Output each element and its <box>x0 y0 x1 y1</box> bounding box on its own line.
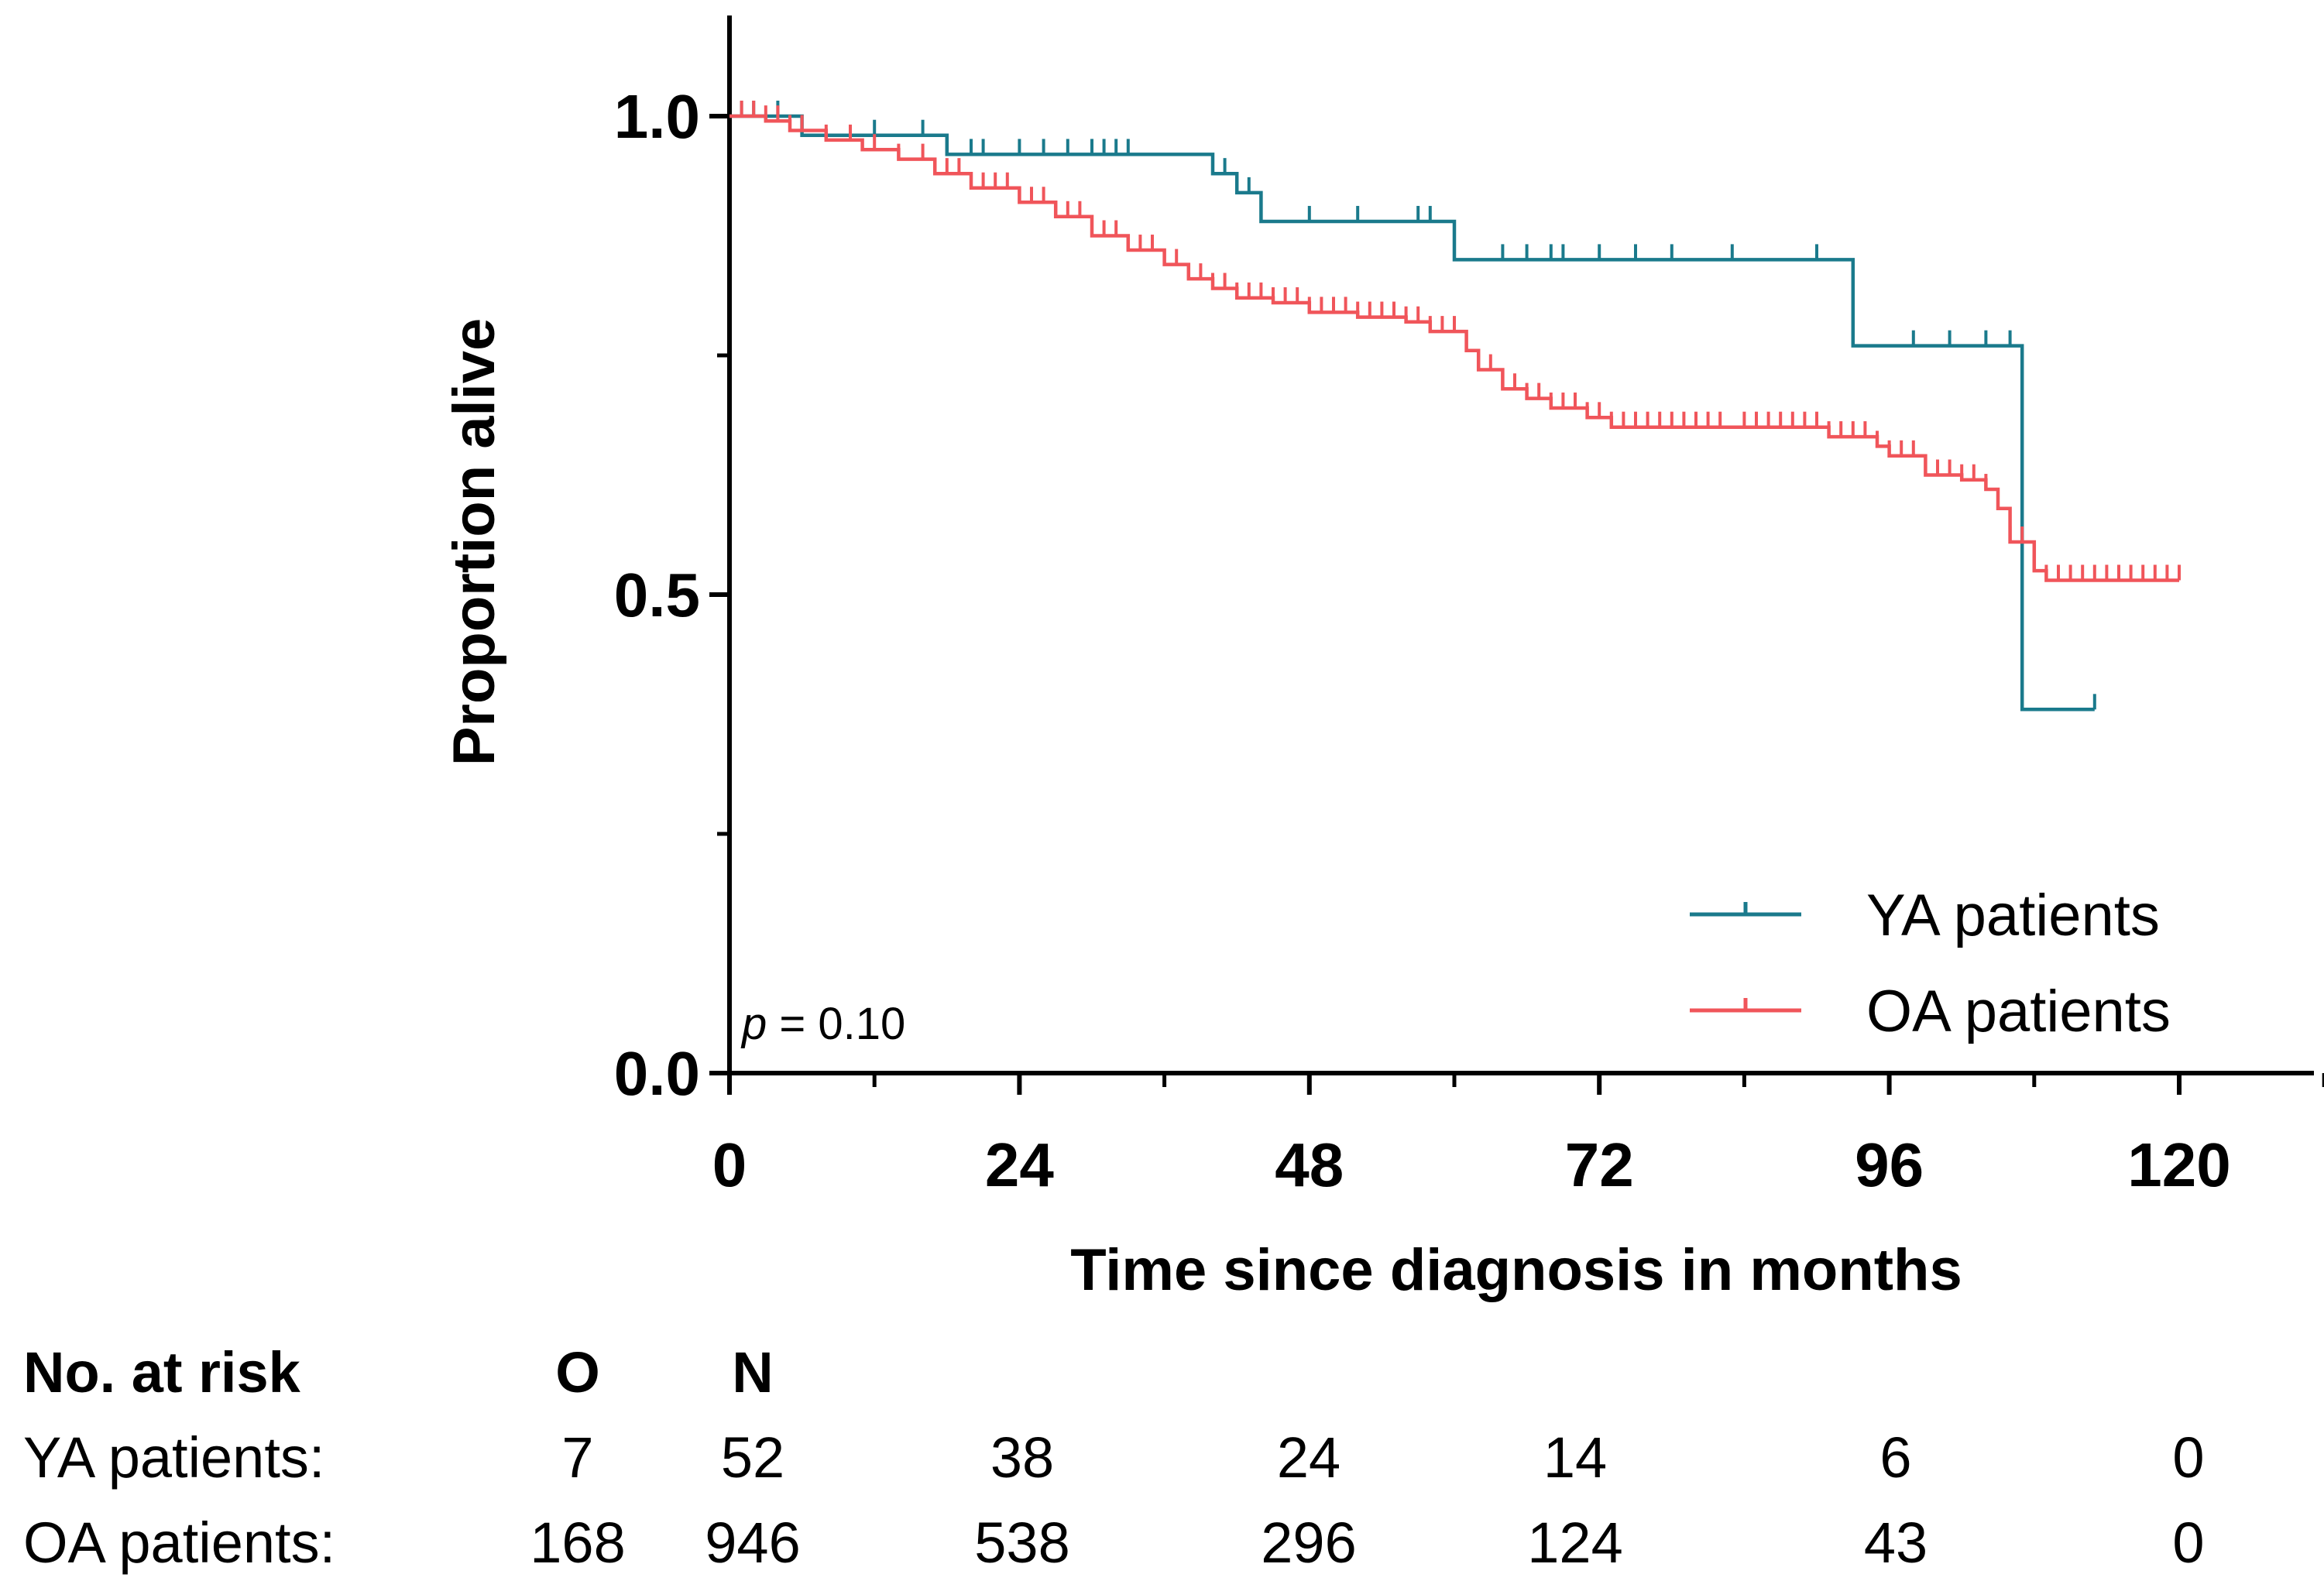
p-value-text: = 0.10 <box>767 999 905 1049</box>
x-tick-label: 48 <box>1275 1130 1344 1199</box>
risk-value: 14 <box>1543 1425 1607 1490</box>
risk-value: 296 <box>1261 1511 1356 1575</box>
risk-values: 7 52 38 24 14 6 0 168 946 538 296 124 43 0 <box>530 1425 2204 1575</box>
x-tick-label: 0 <box>712 1130 747 1199</box>
x-tick-label: 96 <box>1855 1130 1924 1199</box>
p-symbol: p <box>740 999 767 1049</box>
survival-curves <box>729 101 2181 712</box>
risk-row-label-ya: YA patients: <box>23 1425 324 1490</box>
p-value-annotation: p = 0.10 <box>740 999 905 1049</box>
curve-ya <box>729 114 2095 712</box>
curve-oa <box>729 114 2179 582</box>
legend: YA patients OA patients <box>1690 883 2171 1044</box>
risk-value: 24 <box>1277 1425 1341 1490</box>
risk-value: 6 <box>1879 1425 1911 1490</box>
x-tick-label: 24 <box>985 1130 1054 1199</box>
risk-table: No. at risk O N YA patients: OA patients… <box>23 1340 2205 1575</box>
risk-value: 7 <box>561 1425 593 1490</box>
y-tick-label: 1.0 <box>614 82 700 151</box>
y-tick-label: 0.0 <box>614 1039 700 1108</box>
risk-header-n: N <box>732 1340 773 1404</box>
risk-value: 538 <box>974 1511 1069 1575</box>
risk-value: 168 <box>530 1511 625 1575</box>
x-axis-ticks: 0 24 48 72 96 120 <box>712 1073 2324 1199</box>
y-tick-label: 0.5 <box>614 561 700 629</box>
risk-value: 0 <box>2172 1511 2204 1575</box>
y-axis-ticks: 0.0 0.5 1.0 <box>614 82 729 1108</box>
risk-row-label-oa: OA patients: <box>23 1511 335 1575</box>
risk-value: 52 <box>721 1425 784 1490</box>
legend-label-oa: OA patients <box>1866 979 2171 1044</box>
x-axis-title: Time since diagnosis in months <box>1070 1237 1962 1303</box>
axes <box>727 15 2314 1075</box>
legend-label-ya: YA patients <box>1866 883 2160 948</box>
risk-header-o: O <box>555 1340 600 1404</box>
risk-value: 0 <box>2172 1425 2204 1490</box>
x-tick-label: 72 <box>1565 1130 1634 1199</box>
risk-value: 38 <box>990 1425 1054 1490</box>
risk-header-label: No. at risk <box>23 1340 301 1404</box>
risk-value: 43 <box>1864 1511 1928 1575</box>
y-axis-title: Proportion alive <box>441 318 507 766</box>
x-tick-label: 120 <box>2127 1130 2230 1199</box>
risk-value: 124 <box>1527 1511 1622 1575</box>
risk-value: 946 <box>705 1511 800 1575</box>
